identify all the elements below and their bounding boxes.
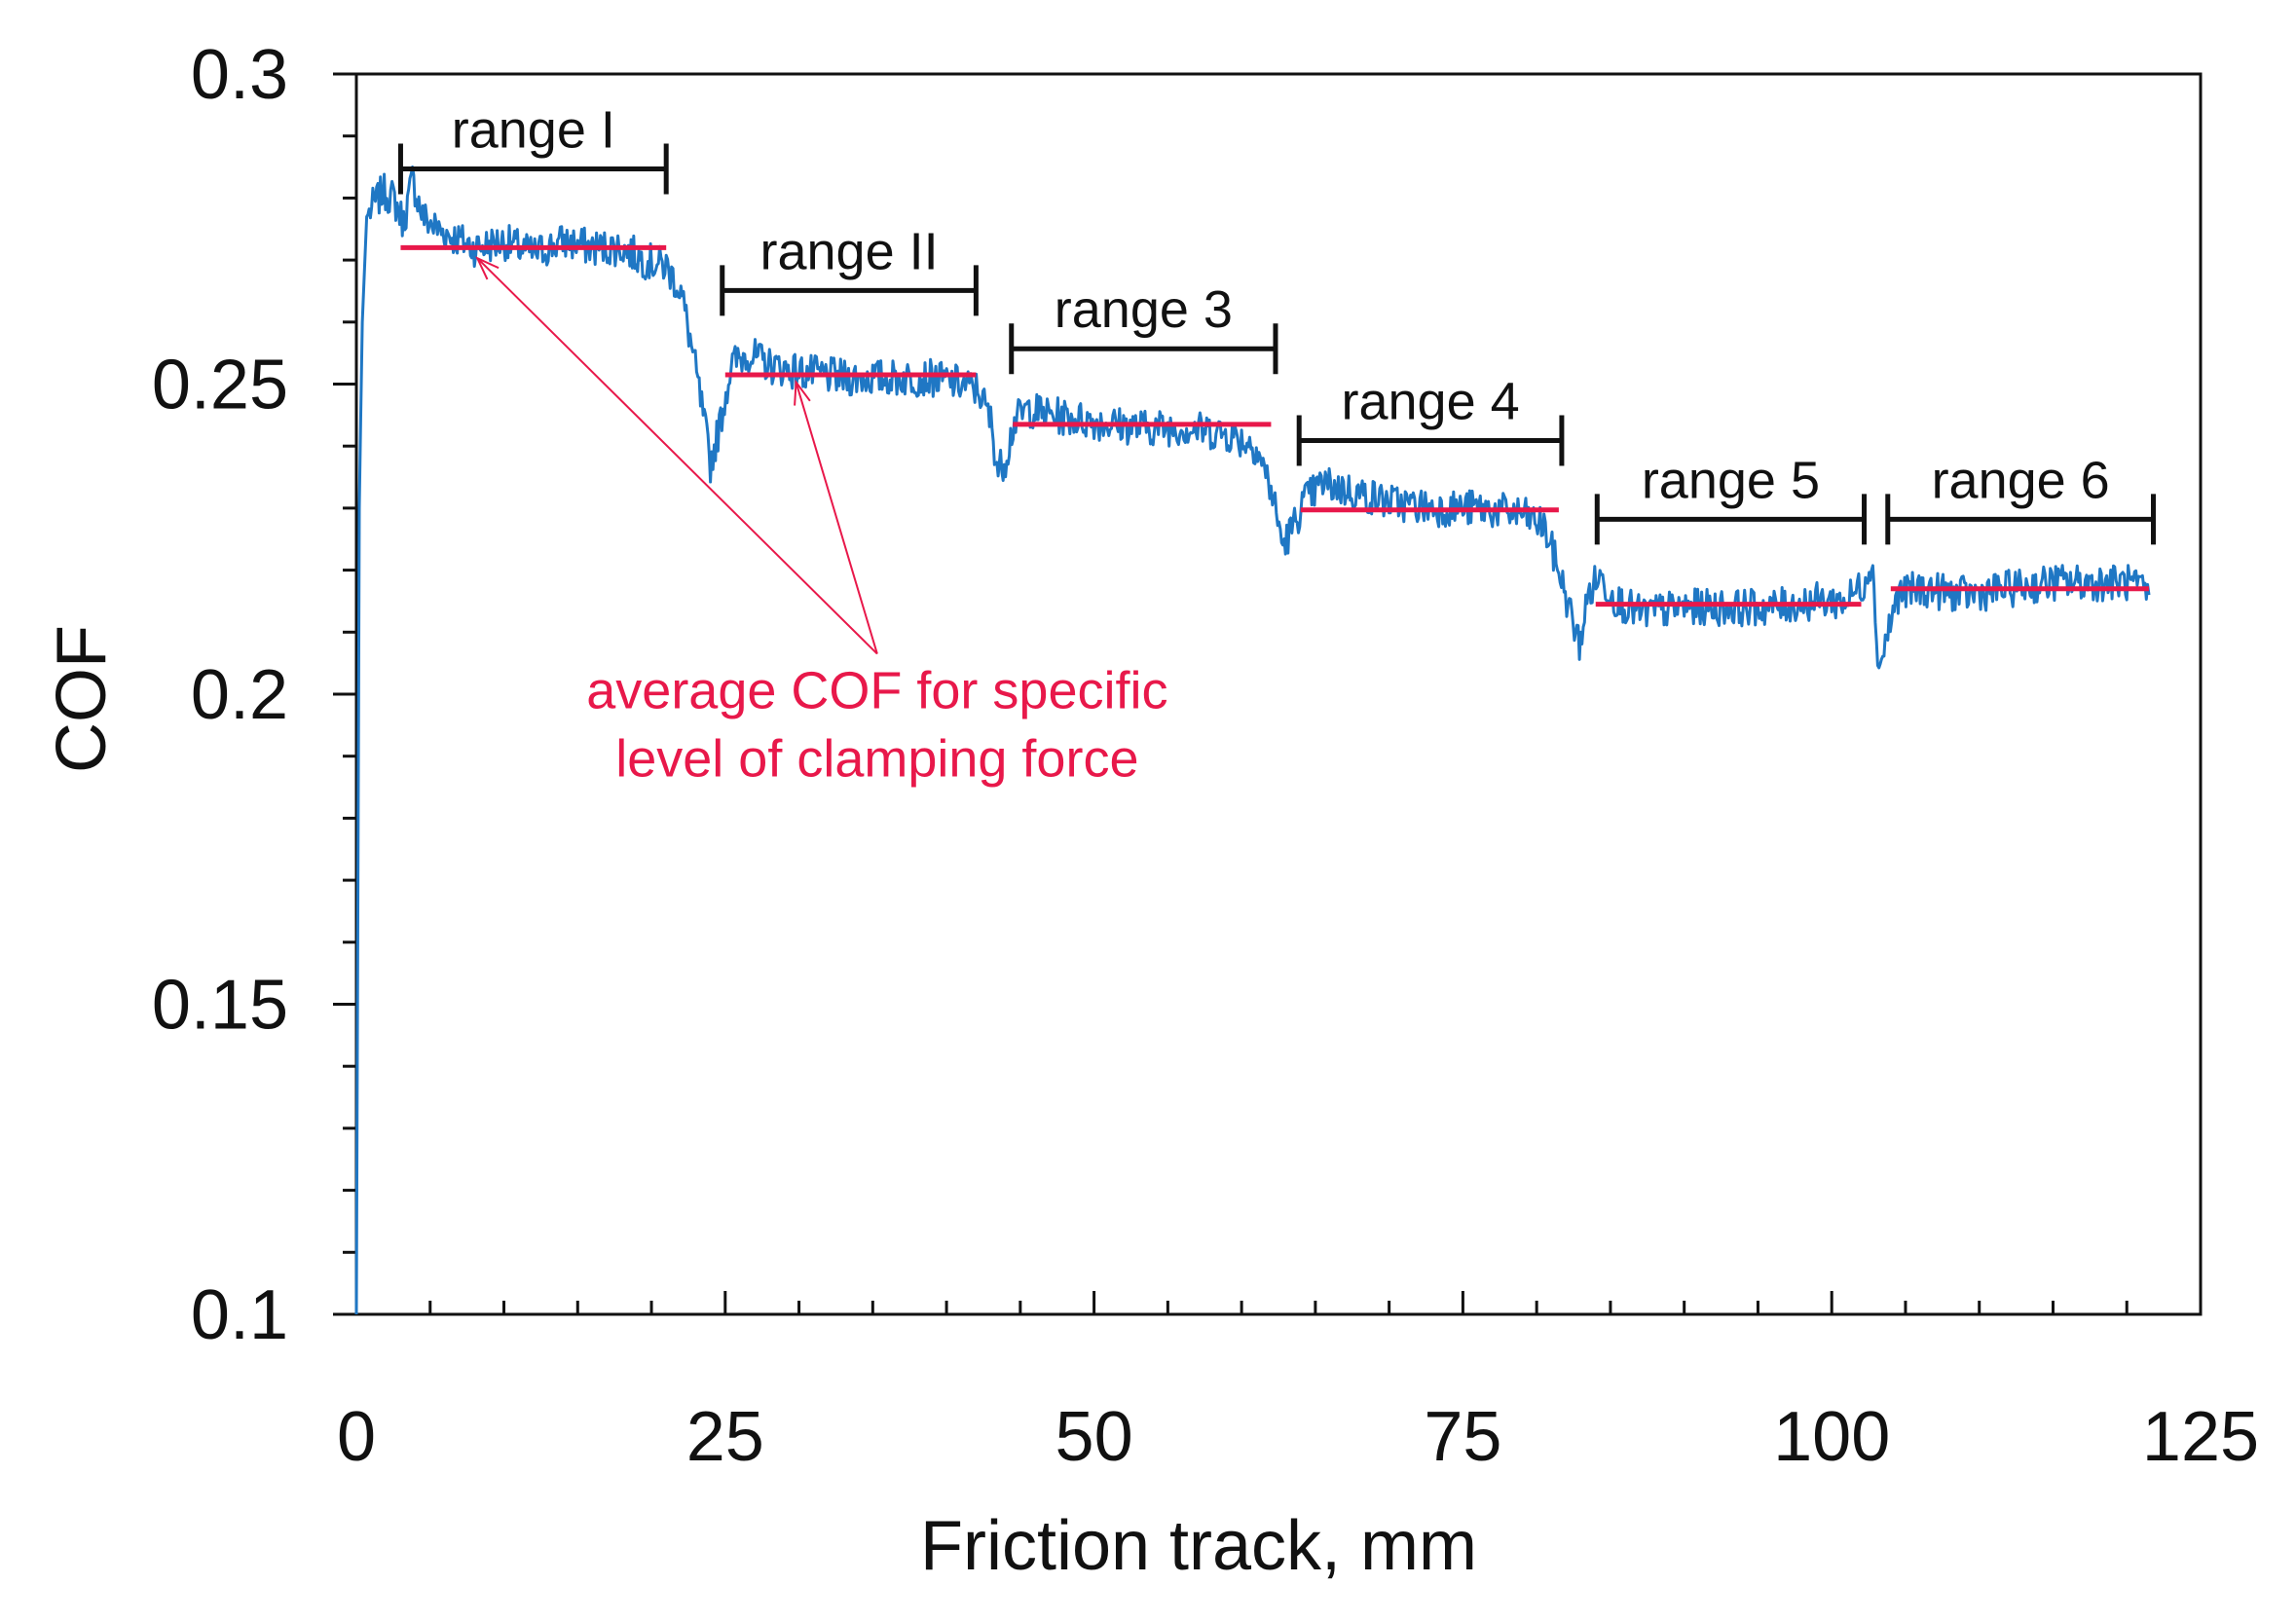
- range-label: range 3: [1055, 280, 1233, 339]
- x-tick-label: 25: [686, 1398, 764, 1476]
- annotation-text: level of clamping force: [615, 730, 1138, 789]
- range-bracket: range 4: [1296, 372, 1565, 466]
- x-tick-label: 125: [2142, 1398, 2259, 1476]
- range-label: range 4: [1341, 372, 1519, 430]
- range-label: range II: [760, 222, 939, 280]
- x-tick-label: 0: [337, 1398, 376, 1476]
- axis-tick-labels: 0 25 50 75 100 125 0.1 0.15 0.2 0.25 0.3: [152, 36, 2259, 1476]
- cof-line: [354, 166, 2151, 1315]
- annotation-arrowhead: [794, 379, 811, 406]
- y-tick-label: 0.2: [191, 656, 288, 734]
- annotation-arrowhead: [475, 256, 500, 280]
- cof-series: [354, 166, 2151, 1315]
- y-tick-label: 0.25: [152, 347, 288, 424]
- x-axis-title: Friction track, mm: [920, 1507, 1477, 1585]
- range-label: range 6: [1932, 451, 2110, 509]
- range-bracket: range 5: [1594, 451, 1868, 545]
- y-tick-label: 0.3: [191, 36, 288, 114]
- range-bracket: range 6: [1885, 451, 2157, 545]
- average-lines: [400, 244, 2149, 608]
- x-tick-label: 75: [1424, 1398, 1501, 1476]
- annotation-text: average COF for specific: [586, 662, 1167, 720]
- x-tick-label: 50: [1055, 1398, 1133, 1476]
- range-label: range 5: [1642, 451, 1820, 509]
- annotation-arrow: [476, 257, 878, 655]
- y-tick-label: 0.1: [191, 1276, 288, 1354]
- range-bracket: range 3: [1009, 280, 1278, 375]
- range-brackets: range I range II range 3 range 4 range 5 rang…: [397, 100, 2157, 545]
- range-bracket: range I: [397, 100, 669, 195]
- range-label: range I: [452, 100, 615, 159]
- range-bracket: range II: [720, 222, 979, 316]
- y-tick-label: 0.15: [152, 967, 288, 1045]
- y-axis-title: COF: [43, 625, 121, 773]
- x-tick-label: 100: [1773, 1398, 1890, 1476]
- annotation: average COF for specific level of clampin…: [475, 256, 1167, 789]
- annotation-arrow: [795, 382, 878, 654]
- axis-ticks: [333, 72, 2203, 1316]
